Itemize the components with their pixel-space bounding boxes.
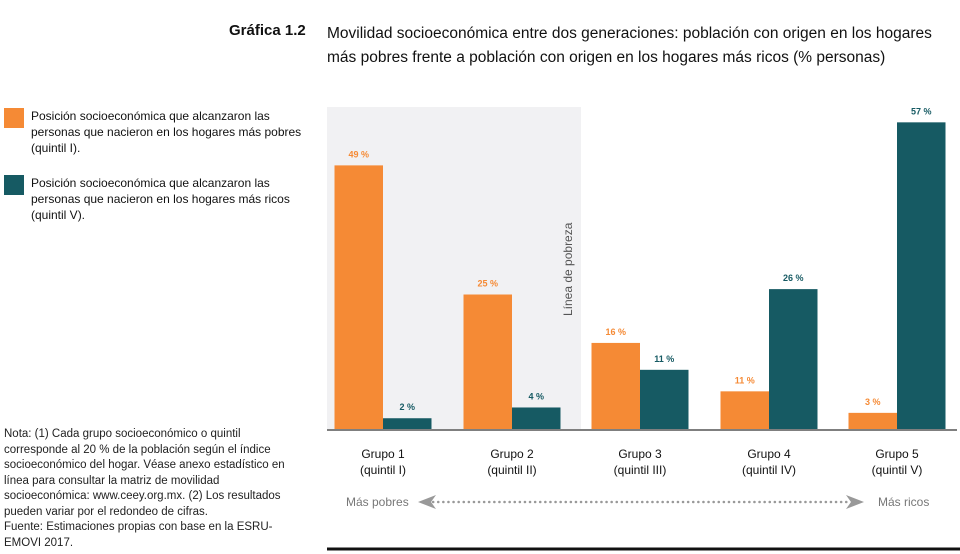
data-label: 25 % [477,279,498,289]
data-label: 11 % [735,375,755,385]
legend-swatch-orange [4,108,24,128]
x-tick-label: Grupo 2 [490,447,534,461]
data-label: 2 % [399,402,415,412]
bar-poorest-1 [334,165,383,429]
x-tick-label: (quintil IV) [742,463,796,477]
bar-poorest-5 [848,412,897,429]
legend-item-poorest: Posición socioeconómica que alcanzaron l… [4,108,304,156]
bar-poorest-3 [591,342,640,429]
arrow-left-label: Más pobres [346,495,409,509]
arrow-left-icon [418,495,436,509]
bar-richest-4 [769,289,818,429]
data-label: 16 % [605,327,626,337]
figure-label: Gráfica 1.2 [229,22,306,39]
x-tick-label: (quintil V) [872,463,923,477]
note-text: Nota: (1) Cada grupo socioeconómico o qu… [4,428,285,518]
x-tick-label: Grupo 4 [747,447,791,461]
x-tick-label: Grupo 5 [875,447,919,461]
x-tick-label: Grupo 1 [361,447,405,461]
x-tick-label: (quintil II) [487,463,536,477]
bar-richest-1 [383,418,432,429]
bar-richest-3 [640,369,689,429]
arrow-right-icon [846,495,864,509]
source-text: Fuente: Estimaciones propias con base en… [4,521,273,549]
x-tick-label: (quintil I) [360,463,406,477]
x-tick-label: Grupo 3 [618,447,662,461]
data-label: 3 % [865,397,881,407]
legend-item-richest: Posición socioeconómica que alcanzaron l… [4,175,304,223]
data-label: 49 % [348,149,369,159]
legend-label: Posición socioeconómica que alcanzaron l… [31,109,302,155]
bar-poorest-2 [463,294,512,429]
bar-poorest-4 [720,391,769,429]
legend-label: Posición socioeconómica que alcanzaron l… [31,176,290,222]
arrow-right-label: Más ricos [878,495,929,509]
footnote: Nota: (1) Cada grupo socioeconómico o qu… [4,427,304,551]
bar-richest-5 [897,122,946,429]
data-label: 4 % [528,391,544,401]
data-label: 11 % [654,354,674,364]
data-label: 57 % [911,106,932,116]
bar-richest-2 [512,407,561,429]
data-label: 26 % [783,273,804,283]
poverty-line-label: Línea de pobreza [561,222,575,316]
legend-swatch-teal [4,175,24,195]
chart-title: Movilidad socioeconómica entre dos gener… [327,25,932,66]
x-tick-label: (quintil III) [614,463,667,477]
